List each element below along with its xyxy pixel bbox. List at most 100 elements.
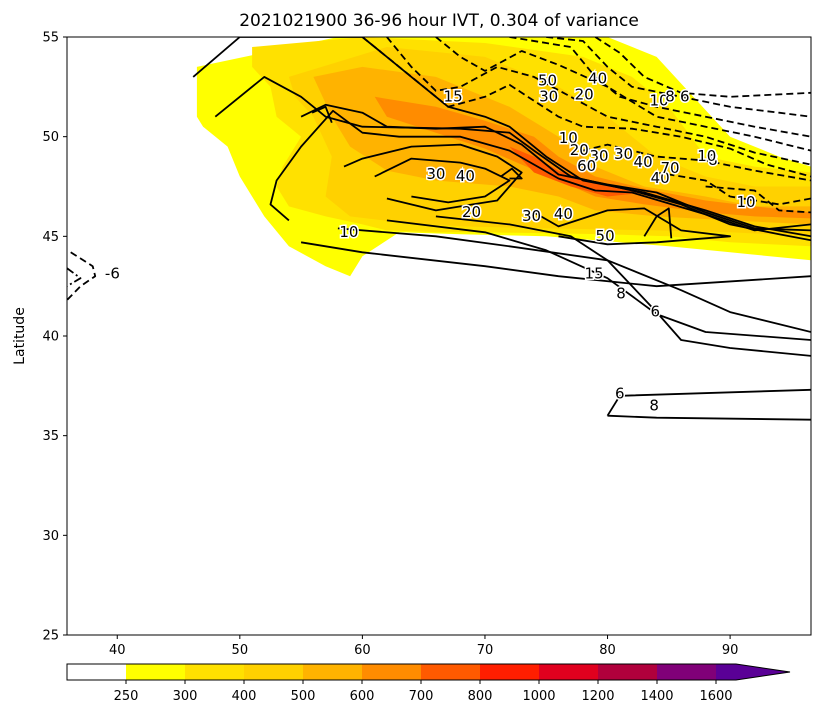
- y-tick-label: 50: [42, 130, 59, 145]
- contour-label: -6: [105, 265, 120, 283]
- colorbar-tick-label: 400: [232, 689, 257, 704]
- contour-line-solid: [386, 219, 811, 341]
- colorbar-tick-label: 300: [173, 689, 198, 704]
- contour-line-solid: [214, 76, 811, 242]
- colorbar-extend-arrow: [716, 664, 790, 680]
- contour-line-solid: [606, 388, 811, 417]
- contour-lines: [67, 37, 811, 421]
- contour-label: 15: [444, 87, 463, 105]
- contour-line-solid: [607, 414, 811, 421]
- y-tick-label: 45: [42, 230, 59, 245]
- contour-label: 20: [462, 203, 481, 221]
- contour-label: 30: [426, 165, 445, 183]
- y-tick-label: 30: [42, 529, 59, 544]
- colorbar-segment: [421, 664, 480, 680]
- contour-label: 20: [570, 141, 589, 159]
- contour-label: 6: [615, 384, 625, 402]
- contour-line-dashed: [705, 185, 811, 214]
- contour-label: 40: [588, 69, 607, 87]
- x-axis: 40 50 60 70 80 90: [109, 635, 738, 658]
- x-tick-label: 80: [599, 643, 616, 658]
- contour-label: 8: [708, 151, 718, 169]
- colorbar-segment: [598, 664, 657, 680]
- contour-line-solid: [311, 105, 333, 124]
- contour-label: 8: [616, 285, 626, 303]
- contour-label: 50: [596, 227, 615, 245]
- ivt-fill-700: [509, 146, 645, 197]
- contour-line-dashed: [582, 143, 811, 182]
- contour-line-solid: [643, 207, 673, 239]
- contour-label: 30: [522, 207, 541, 225]
- colorbar-tick-label: 250: [114, 689, 139, 704]
- x-tick-label: 50: [232, 643, 249, 658]
- contour-label: 40: [554, 205, 573, 223]
- colorbar-segment: [539, 664, 598, 680]
- contour-line-dashed: [67, 251, 97, 301]
- contour-line-solid: [300, 241, 811, 288]
- contour-label: 8: [649, 396, 659, 414]
- contour-label: 50: [538, 71, 557, 89]
- x-tick-label: 70: [477, 643, 494, 658]
- contour-line-solid: [374, 157, 511, 204]
- contour-line-dashed: [594, 37, 811, 98]
- contour-line-dashed: [509, 37, 811, 138]
- contour-label: 8: [665, 87, 675, 105]
- contour-line-dashed: [361, 37, 811, 178]
- contour-line-dashed: [435, 37, 811, 152]
- x-tick-label: 60: [354, 643, 371, 658]
- ivt-fill-500: [313, 66, 811, 225]
- contour-line-dashed: [656, 171, 811, 206]
- contour-label: 15: [585, 265, 604, 283]
- colorbar-tick-label: 1000: [522, 689, 555, 704]
- contour-label: 60: [577, 157, 596, 175]
- contour-label: 40: [651, 169, 670, 187]
- colorbar-tick-label: 1400: [640, 689, 673, 704]
- colorbar-tick-label: 800: [468, 689, 493, 704]
- colorbar: 250 300 400 500 600 700 800 1000 1200 1400 1600: [66, 663, 791, 704]
- contour-label: 30: [539, 87, 558, 105]
- contour-label: 40: [456, 167, 475, 185]
- contour-label: 30: [614, 145, 633, 163]
- colorbar-tick-label: 1600: [699, 689, 732, 704]
- contour-line-dashed: [386, 37, 811, 166]
- contour-label: 10: [649, 91, 668, 109]
- colorbar-segment: [480, 664, 539, 680]
- contour-line-solid: [300, 103, 811, 232]
- contour-line-solid: [500, 167, 523, 180]
- contour-label: 40: [634, 153, 653, 171]
- colorbar-outline: [66, 663, 791, 681]
- colorbar-tick-label: 500: [291, 689, 316, 704]
- colorbar-segment: [657, 664, 716, 680]
- colorbar-segment: [362, 664, 421, 680]
- contour-label: 10: [697, 147, 716, 165]
- x-tick-label: 40: [109, 643, 126, 658]
- y-tick-label: 25: [42, 629, 59, 644]
- colorbar-tick-label: 1200: [581, 689, 614, 704]
- colorbar-segment: [126, 664, 185, 680]
- colorbar-segment: [303, 664, 362, 680]
- contour-line-solid: [269, 109, 811, 232]
- contour-label: 20: [575, 85, 594, 103]
- y-tick-label: 55: [42, 31, 59, 46]
- contour-line-solid: [533, 207, 731, 246]
- colorbar-segment: [185, 664, 244, 680]
- contour-line-dashed: [546, 37, 811, 118]
- contour-label: 30: [589, 147, 608, 165]
- contour-label: 6: [651, 303, 661, 321]
- contour-label: 10: [559, 129, 578, 147]
- y-axis-label: Latitude: [12, 307, 28, 365]
- x-tick-label: 90: [722, 643, 739, 658]
- y-tick-label: 40: [42, 330, 59, 345]
- y-tick-label: 35: [42, 429, 59, 444]
- colorbar-segment: [67, 664, 126, 680]
- contour-label: 70: [660, 159, 679, 177]
- contour-label: 10: [736, 193, 755, 211]
- y-axis: 25 30 35 40 45 50 55: [42, 31, 67, 644]
- colorbar-segment: [244, 664, 303, 680]
- contour-label: 6: [680, 87, 690, 105]
- contour-line-solid: [343, 143, 523, 212]
- chart-title: 2021021900 36-96 hour IVT, 0.304 of vari…: [239, 11, 639, 31]
- colorbar-tick-label: 700: [409, 689, 434, 704]
